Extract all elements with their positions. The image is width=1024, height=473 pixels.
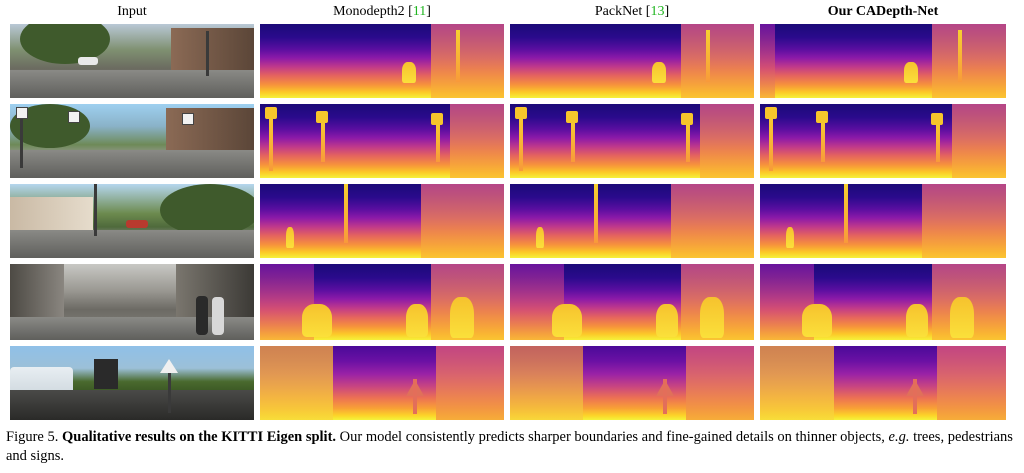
depth-map-monodepth2-row-3 <box>260 184 504 258</box>
depth-map-packnet-row-2 <box>510 104 754 178</box>
column-header-cadepth-net: Our CADepth-Net <box>827 4 939 19</box>
depth-map-cadepth-net-row-1 <box>760 24 1006 98</box>
input-image-row-5 <box>10 346 254 420</box>
depth-map-cadepth-net-row-5 <box>760 346 1006 420</box>
depth-map-cadepth-net-row-3 <box>760 184 1006 258</box>
input-image-row-4 <box>10 264 254 340</box>
figure-caption: Figure 5. Qualitative results on the KIT… <box>6 428 1018 466</box>
depth-map-packnet-row-4 <box>510 264 754 340</box>
input-image-row-1 <box>10 24 254 98</box>
depth-map-monodepth2-row-2 <box>260 104 504 178</box>
caption-text-1: Our model consistently predicts sharper … <box>339 429 885 445</box>
depth-map-packnet-row-5 <box>510 346 754 420</box>
citation-ref[interactable]: 11 <box>412 4 427 19</box>
column-header-packnet: PackNet [13] <box>594 4 670 19</box>
depth-map-monodepth2-row-4 <box>260 264 504 340</box>
caption-text-2: trees, pedestrians and signs. <box>6 429 1013 464</box>
depth-map-cadepth-net-row-4 <box>760 264 1006 340</box>
column-header-monodepth2: Monodepth2 [11] <box>333 4 431 19</box>
caption-eg: e.g. <box>888 429 910 445</box>
depth-map-monodepth2-row-1 <box>260 24 504 98</box>
citation-ref[interactable]: 13 <box>650 4 665 19</box>
input-image-row-3 <box>10 184 254 258</box>
depth-map-cadepth-net-row-2 <box>760 104 1006 178</box>
depth-map-monodepth2-row-5 <box>260 346 504 420</box>
depth-map-packnet-row-1 <box>510 24 754 98</box>
input-image-row-2 <box>10 104 254 178</box>
figure-label: Figure 5. <box>6 429 59 445</box>
caption-title: Qualitative results on the KITTI Eigen s… <box>61 429 337 445</box>
column-header-input: Input <box>117 4 147 19</box>
depth-map-packnet-row-3 <box>510 184 754 258</box>
